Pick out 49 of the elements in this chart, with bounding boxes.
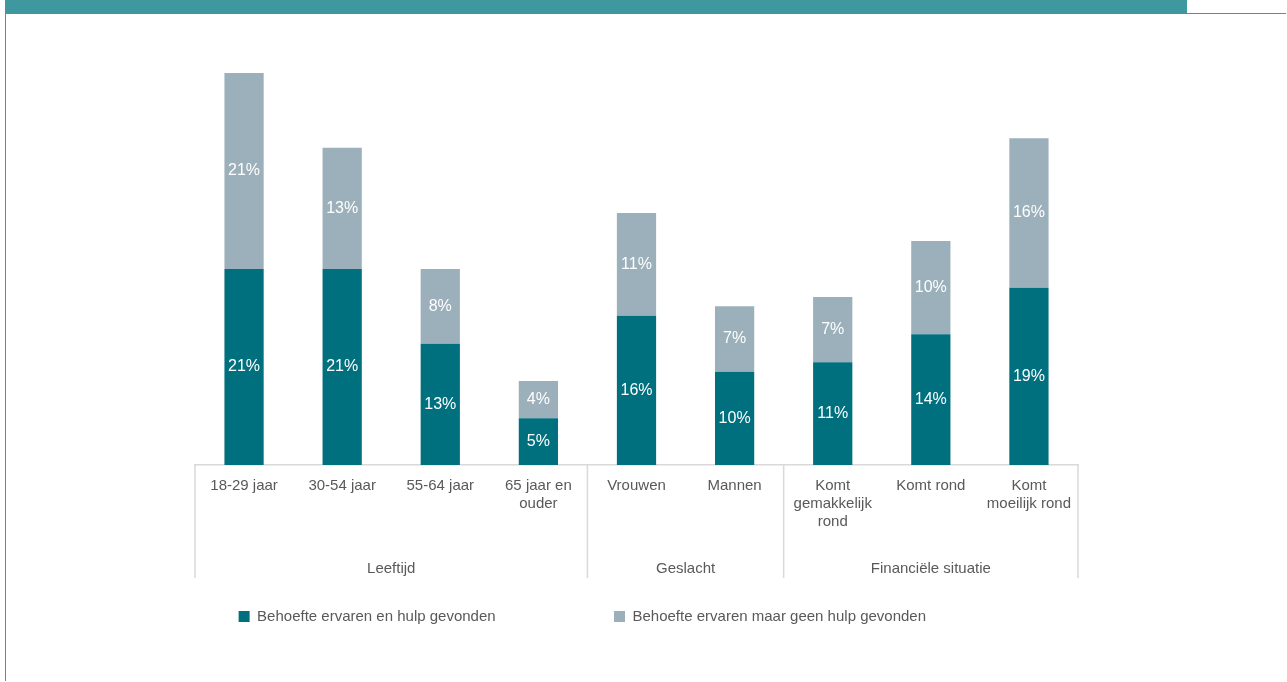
data-label: 13% <box>424 394 457 412</box>
data-label: 16% <box>620 380 653 398</box>
data-label: 11% <box>621 254 652 272</box>
data-label: 4% <box>526 390 550 408</box>
data-label: 8% <box>428 296 452 314</box>
data-label: 16% <box>1012 203 1045 221</box>
data-label: 13% <box>326 198 359 216</box>
bar <box>420 269 460 344</box>
data-label: 10% <box>914 278 947 296</box>
bar <box>1009 138 1049 288</box>
bar <box>518 418 559 465</box>
data-label: 7% <box>723 329 747 347</box>
data-label: 21% <box>326 357 359 375</box>
x-tick-label: Komt gemakkelijk rond <box>793 476 873 530</box>
data-label: 10% <box>718 408 751 426</box>
legend-label: Behoefte ervaren en hulp gevonden <box>257 606 604 624</box>
text: Geslacht <box>655 559 716 577</box>
x-tick-label: 18-29 jaar <box>210 476 278 494</box>
x-tick-label: 55-64 jaar <box>406 476 475 494</box>
legend-label: Behoefte ervaren maar geen hulp gevonden <box>632 606 1035 624</box>
data-label: 7% <box>821 320 845 338</box>
bar <box>420 343 460 465</box>
bar <box>1009 287 1049 465</box>
bar <box>714 371 755 465</box>
bar <box>224 73 264 269</box>
bar <box>322 147 362 269</box>
data-label: 11% <box>817 404 849 422</box>
x-tick-label: Komt moeilijk rond <box>986 476 1072 512</box>
bar <box>714 306 755 372</box>
bar <box>813 297 853 363</box>
text: Financiële situatie <box>870 559 991 577</box>
bar <box>224 269 264 465</box>
bar <box>911 241 951 335</box>
x-tick-label: Komt rond <box>896 476 966 494</box>
data-label: 19% <box>1012 366 1045 384</box>
data-label: 21% <box>228 161 261 179</box>
bar <box>813 362 853 465</box>
x-tick-label: 65 jaar en ouder <box>505 476 572 512</box>
data-label: 14% <box>914 390 947 408</box>
data-label: 5% <box>526 432 550 450</box>
x-tick-label: Mannen <box>707 476 762 494</box>
bar <box>616 315 657 465</box>
x-tick-label: 30-54 jaar <box>308 476 376 494</box>
text: Leeftijd <box>367 559 416 577</box>
data-label: 21% <box>228 357 261 375</box>
bar <box>616 213 657 316</box>
bar <box>322 269 362 465</box>
bar <box>911 334 951 465</box>
x-tick-label: Vrouwen <box>607 476 666 494</box>
